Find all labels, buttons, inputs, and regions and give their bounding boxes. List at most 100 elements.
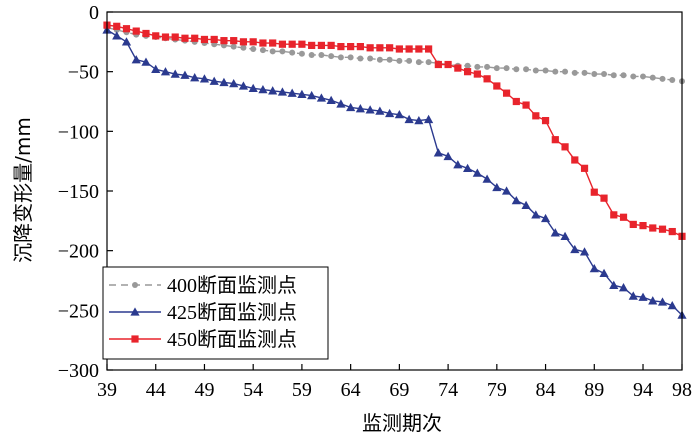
y-tick-label: −300 [58,360,99,382]
data-point [210,35,218,44]
data-point [346,102,356,112]
data-point [472,168,482,177]
data-point [337,43,345,51]
data-point [307,90,317,100]
data-point [570,244,580,254]
data-point [181,34,189,42]
data-point [454,64,462,72]
data-point [385,108,395,118]
data-point [297,89,307,99]
data-point [560,231,570,241]
x-tick-label: 84 [536,379,556,401]
data-point [648,296,658,305]
data-point [277,87,288,96]
data-point [462,163,473,173]
data-point [141,57,151,66]
data-point [171,33,179,41]
data-point [404,114,414,124]
data-point [571,156,579,164]
data-point [493,65,500,72]
data-point [532,112,540,120]
axes: 39 44 49 54 59 64 69 74 79 84 89 94 98 0 −50 −100 −150 −2… [58,2,692,401]
data-point [424,114,434,124]
data-point [541,116,550,125]
data-point [669,77,676,84]
data-point [550,228,560,237]
data-point [365,105,375,114]
data-point [474,63,481,70]
data-point [434,60,442,69]
data-point [250,45,257,52]
data-point [532,67,539,74]
data-point [609,280,619,289]
data-point [161,33,170,41]
data-point [367,55,374,62]
x-tick-label: 54 [243,379,263,401]
data-point [239,38,248,46]
data-point [667,300,677,310]
data-point [152,32,160,40]
data-point [326,95,336,104]
data-point [191,34,199,42]
data-point [328,53,335,60]
data-point [259,39,267,47]
data-point [581,69,588,76]
data-point [484,63,491,70]
data-point [591,71,598,78]
data-point [170,69,180,78]
y-axis-title: 沉降变形量/mm [11,117,35,263]
data-point [405,45,413,53]
legend-box [102,266,329,360]
data-point [317,41,326,50]
data-point [132,27,140,35]
data-point [601,71,608,78]
series-0 [104,24,685,85]
data-point [502,89,511,97]
data-point [433,148,443,157]
data-point [279,48,286,55]
data-point [540,213,551,223]
data-point [482,174,492,183]
data-point [249,38,257,46]
data-point [599,268,609,278]
data-point [190,73,200,82]
data-point [160,67,171,76]
legend-marker-2 [131,335,139,343]
data-point [386,56,393,63]
data-point [376,44,384,52]
data-point [618,283,629,292]
legend-label-1: 425断面监测点 [167,301,297,324]
data-point [640,73,647,80]
data-point [628,291,638,300]
data-point [552,68,559,75]
data-point [219,77,229,87]
data-point [394,110,404,119]
data-point [288,40,296,48]
data-point [151,64,161,73]
data-point [473,70,481,78]
data-point [561,143,569,151]
data-point [415,59,422,66]
data-point [600,194,608,202]
data-point [658,225,667,233]
data-point [443,151,453,161]
data-point [630,73,637,80]
data-point [521,200,531,209]
y-tick-label: −50 [68,62,99,84]
data-point [396,57,403,64]
data-point [406,57,413,64]
data-point [121,37,132,46]
x-tick-label: 44 [146,379,166,401]
series-2 [103,21,686,240]
data-point [337,54,344,61]
x-tick-label: 98 [672,379,692,401]
data-point [551,136,559,144]
data-point [531,210,541,219]
legend-marker-1 [130,307,140,316]
x-tick-label: 79 [487,379,507,401]
data-point [269,39,277,47]
data-point [649,224,657,232]
data-point [327,41,335,50]
data-point [375,106,385,115]
